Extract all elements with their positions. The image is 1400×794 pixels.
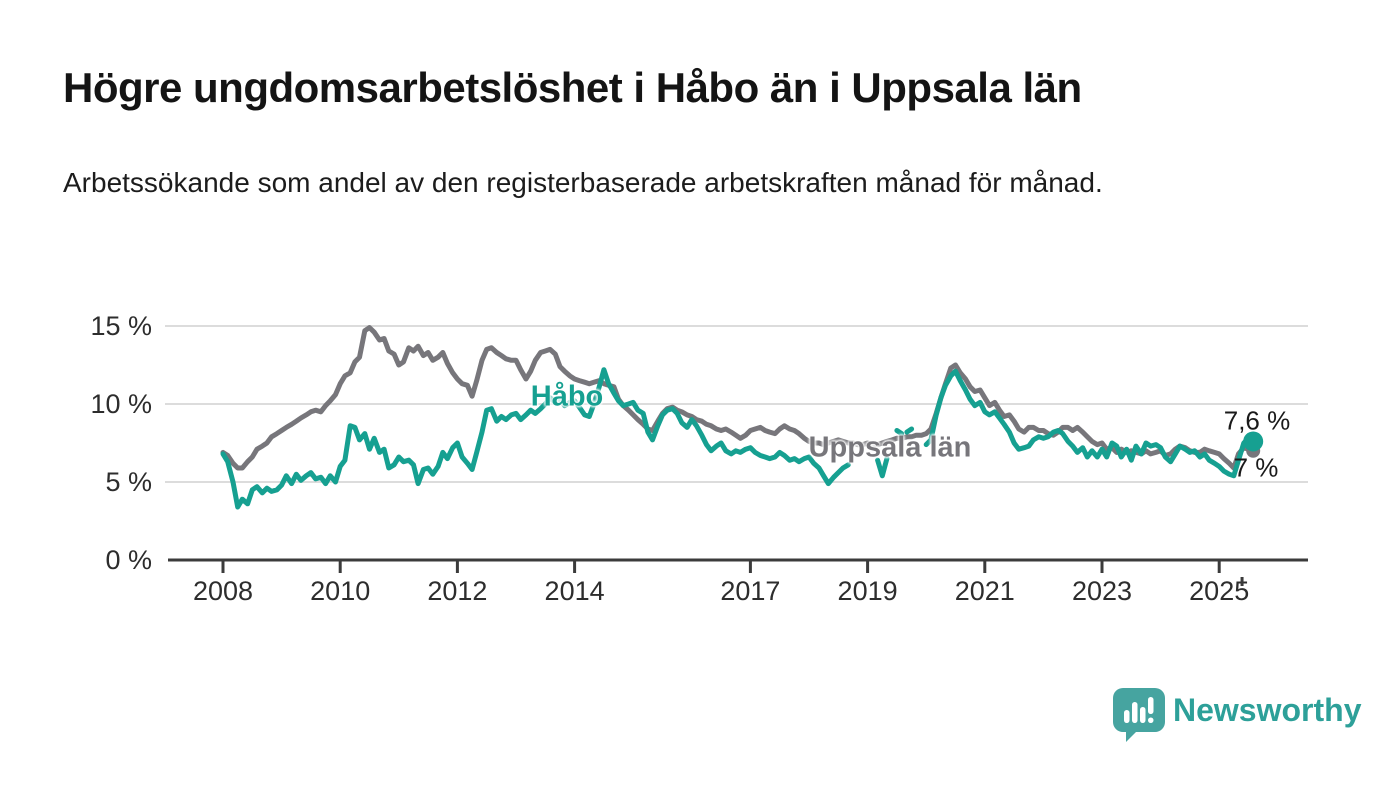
- newsworthy-logo: Newsworthy: [1113, 686, 1361, 744]
- x-axis-label-2023: 2023: [1072, 576, 1132, 606]
- y-axis-label-5: 5 %: [105, 467, 152, 497]
- chart-subtitle: Arbetssökande som andel av den registerb…: [63, 167, 1103, 198]
- y-axis-label-15: 15 %: [90, 311, 152, 341]
- end-value-label-habo: 7,6 %: [1223, 405, 1291, 436]
- series-label-habo: Håbo: [530, 380, 604, 413]
- series-label-uppsala-lan: Uppsala län: [808, 431, 972, 464]
- newsworthy-logo-icon: [1113, 688, 1165, 742]
- x-axis-label-2010: 2010: [310, 576, 370, 606]
- series-line-uppsala-l-n: [220, 325, 1256, 471]
- series-end-marker-h-bo: [1243, 431, 1264, 452]
- chart-title: Högre ungdomsarbetslöshet i Håbo än i Up…: [63, 64, 1082, 111]
- y-axis-label-10: 10 %: [90, 389, 152, 419]
- x-axis-label-2017: 2017: [720, 576, 780, 606]
- newsworthy-logo-text: Newsworthy: [1173, 692, 1362, 728]
- x-axis-label-2025: 2025: [1189, 576, 1249, 606]
- series-line-h-bo: [220, 367, 1256, 510]
- x-axis-label-2008: 2008: [193, 576, 253, 606]
- x-axis-label-2019: 2019: [838, 576, 898, 606]
- x-axis-label-2012: 2012: [427, 576, 487, 606]
- x-axis-label-2014: 2014: [545, 576, 605, 606]
- x-axis-label-2021: 2021: [955, 576, 1015, 606]
- y-axis-label-0: 0 %: [105, 545, 152, 575]
- end-value-label-uppsala-lan: 7 %: [1233, 452, 1279, 483]
